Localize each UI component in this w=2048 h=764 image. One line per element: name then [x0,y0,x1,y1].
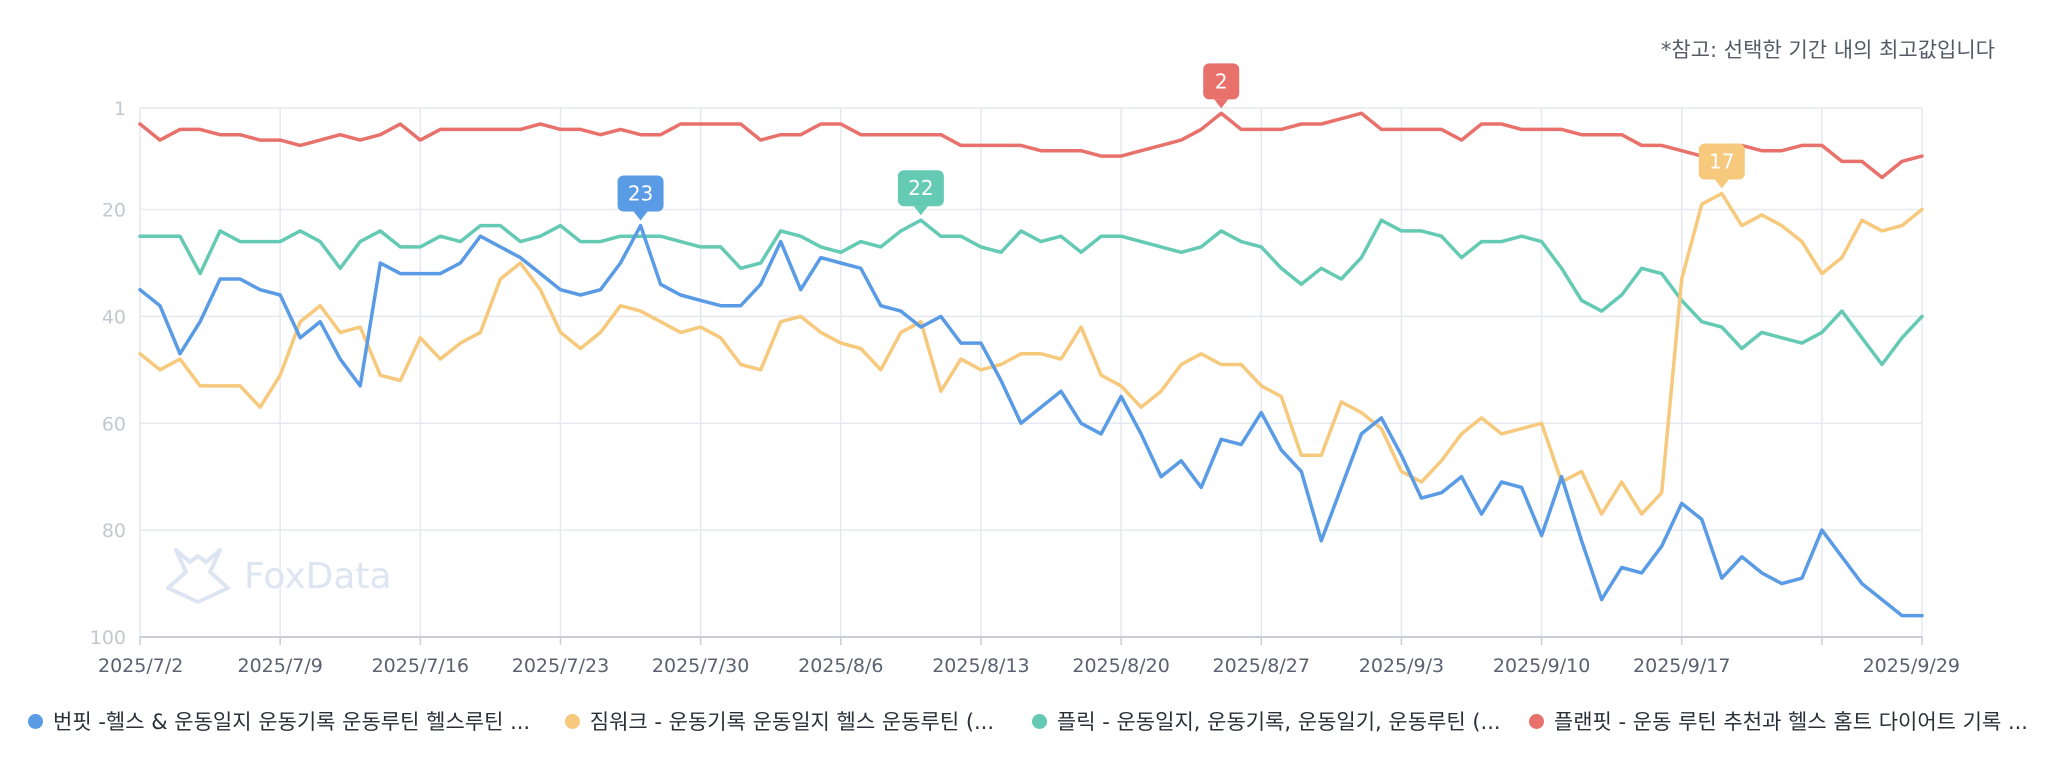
burnfit-series-line [138,223,1924,618]
peak-badge-pointer [1714,179,1729,189]
peak-badge-label: 17 [1709,149,1734,173]
legend-label: 번핏 -헬스 & 운동일지 운동기록 운동루틴 헬스루틴 ... [53,710,531,734]
note-text: *참고: 선택한 기간 내의 최고값입니다 [1660,38,1995,62]
legend-dot-icon [1031,713,1047,729]
y-tick-label: 80 [102,520,126,542]
peak-badge-box [1203,63,1240,100]
x-tick-label: 2025/7/30 [652,655,749,677]
y-tick-label: 100 [90,627,126,649]
x-tick-label: 2025/9/29 [1863,655,1960,677]
peak-badge-box [617,175,664,212]
peak-badge-box [897,170,944,207]
y-axis: 1 20 40 60 80 100 [90,98,126,649]
x-tick-label: 2025/8/13 [932,655,1029,677]
series-lines [138,111,1924,618]
x-tick-label: 2025/8/20 [1072,655,1169,677]
x-tick-label: 2025/8/27 [1213,655,1310,677]
legend-label: 플랜핏 - 운동 루틴 추천과 헬스 홈트 다이어트 기록 ... [1553,710,2028,734]
peak-badge: 2 [1203,63,1240,109]
legend-dot-icon [564,713,580,729]
y-tick-label: 1 [114,98,126,120]
x-tick-label: 2025/7/9 [237,655,322,677]
legend-item-flick[interactable]: 플릭 - 운동일지, 운동기록, 운동일기, 운동루틴 (... [1031,706,1529,736]
x-tick-label: 2025/8/6 [798,655,883,677]
watermark-text: FoxData [244,556,392,597]
peak-badge-label: 2 [1215,69,1228,93]
x-axis: 2025/7/2 2025/7/9 2025/7/16 2025/7/23 2025/7… [98,636,1960,677]
legend-item-planfit[interactable]: 플랜핏 - 운동 루틴 추천과 헬스 홈트 다이어트 기록 ... [1528,706,2028,736]
peak-badge: 23 [617,175,664,221]
x-tick-label: 2025/7/2 [98,655,183,677]
gymwork-series-line [138,191,1924,516]
planfit-series-line [138,111,1924,180]
legend-item-burnfit[interactable]: 번핏 -헬스 & 운동일지 운동기록 운동루틴 헬스루틴 ... [28,706,565,736]
peak-badge-pointer [1214,99,1229,109]
legend-label: 짐워크 - 운동기록 운동일지 헬스 운동루틴 (... [589,710,995,734]
x-tick-label: 2025/9/10 [1493,655,1590,677]
peak-badge: 22 [897,170,944,216]
legend-label: 플릭 - 운동일지, 운동기록, 운동일기, 운동루틴 (... [1056,710,1501,734]
legend-dot-icon [1528,713,1544,729]
peak-badge-pointer [913,206,928,216]
legend-dot-icon [28,713,43,729]
peak-badge-pointer [633,211,648,221]
x-tick-label: 2025/7/16 [372,655,469,677]
watermark: FoxData [166,548,392,604]
x-tick-label: 2025/7/23 [512,655,609,677]
legend-item-gymwork[interactable]: 짐워크 - 운동기록 운동일지 헬스 운동루틴 (... [564,706,1032,736]
flick-series-line [138,218,1924,367]
peak-badge: 17 [1698,143,1745,189]
fox-logo-icon [166,548,230,604]
y-tick-label: 40 [102,306,126,328]
legend: 번핏 -헬스 & 운동일지 운동기록 운동루틴 헬스루틴 ... 짐워크 - 운… [28,706,2028,736]
grid-layer [139,107,1923,637]
x-tick-label: 2025/9/17 [1633,655,1730,677]
x-tick-label: 2025/9/3 [1359,655,1444,677]
peak-badge-label: 23 [628,182,653,206]
peak-badge-label: 22 [908,176,933,200]
y-tick-label: 20 [102,200,126,222]
peak-badge-box [1698,143,1745,180]
y-tick-label: 60 [102,413,126,435]
